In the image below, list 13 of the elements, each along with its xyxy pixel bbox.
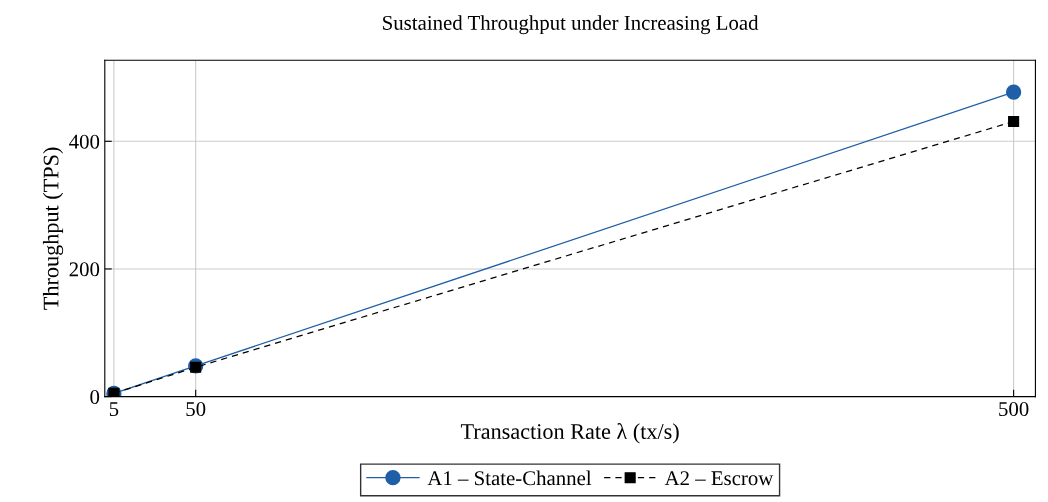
chart-title: Sustained Throughput under Increasing Load [383,15,759,35]
y-axis-title: Throughput (TPS) [42,147,64,310]
legend-label: A1 – State-Channel [427,470,592,486]
y-tick-label: 400 [69,134,100,149]
x-tick-label: 5 [109,402,119,417]
x-tick-label: 500 [999,402,1029,417]
x-axis-title: Transaction Rate λ (tx/s) [460,423,679,444]
y-tick-label: 200 [69,262,100,277]
legend-label: A2 – Escrow [664,471,774,486]
point [1005,84,1022,100]
y-tick-label: 0 [90,389,100,405]
x-tick-label: 50 [186,402,206,417]
point [1008,115,1020,128]
